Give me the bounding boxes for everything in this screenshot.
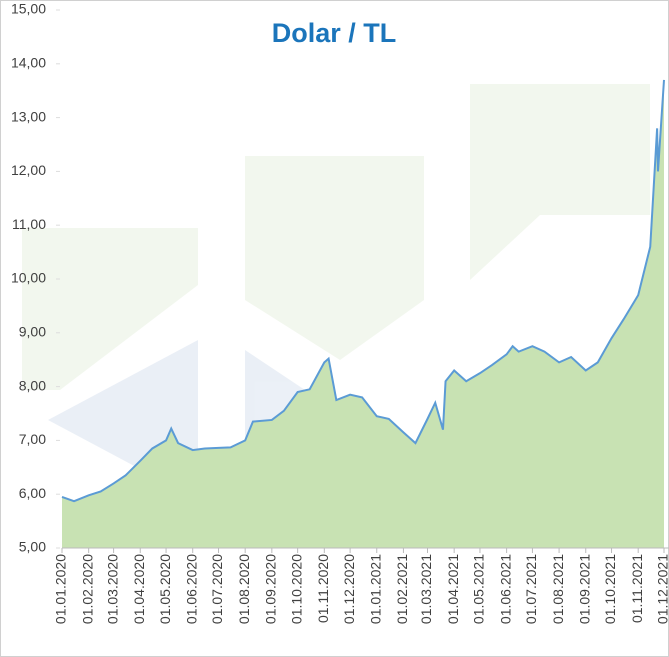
x-tick-label: 01.03.2020 <box>104 554 120 624</box>
x-tick-label: 01.11.2020 <box>315 554 331 623</box>
x-tick-label: 01.01.2020 <box>53 554 69 624</box>
x-tick-label: 01.01.2021 <box>367 554 383 624</box>
line <box>61 79 665 503</box>
y-tick-label: 13,00 <box>11 108 46 124</box>
x-tick-label: 01.12.2020 <box>341 554 357 624</box>
x-tick-label: 01.10.2020 <box>288 554 304 624</box>
y-tick-label: 6,00 <box>19 485 46 501</box>
x-tick-label: 01.02.2021 <box>394 554 410 624</box>
y-tick-label: 12,00 <box>11 162 46 178</box>
x-tick-label: 01.05.2020 <box>157 554 173 624</box>
x-tick-label: 01.03.2021 <box>418 554 434 624</box>
x-tick-label: 01.06.2021 <box>497 554 513 624</box>
area <box>62 79 664 548</box>
x-tick-label: 01.07.2020 <box>209 554 225 624</box>
x-tick-label: 01.12.2021 <box>655 554 669 624</box>
x-tick-label: 01.10.2021 <box>602 554 618 624</box>
y-tick-label: 9,00 <box>19 324 46 340</box>
x-tick-label: 01.07.2021 <box>523 554 539 624</box>
x-tick-label: 01.04.2021 <box>445 554 461 624</box>
y-tick-label: 15,00 <box>11 1 46 17</box>
y-tick-label: 5,00 <box>19 539 46 555</box>
x-tick-label: 01.09.2021 <box>576 554 592 624</box>
y-tick-label: 14,00 <box>11 55 46 71</box>
chart-title: Dolar / TL <box>272 18 397 48</box>
y-tick-label: 8,00 <box>19 377 46 393</box>
y-tick-label: 7,00 <box>19 431 46 447</box>
x-tick-label: 01.05.2021 <box>471 554 487 624</box>
x-tick-label: 01.08.2020 <box>236 554 252 624</box>
x-tick-label: 01.06.2020 <box>183 554 199 624</box>
x-tick-label: 01.04.2020 <box>131 554 147 624</box>
y-tick-label: 11,00 <box>12 216 46 232</box>
x-tick-label: 01.02.2020 <box>79 554 95 624</box>
x-tick-label: 01.09.2020 <box>263 554 279 624</box>
y-tick-label: 10,00 <box>11 270 46 286</box>
x-tick-label: 01.08.2021 <box>550 554 566 624</box>
x-tick-label: 01.11.2021 <box>629 554 645 623</box>
